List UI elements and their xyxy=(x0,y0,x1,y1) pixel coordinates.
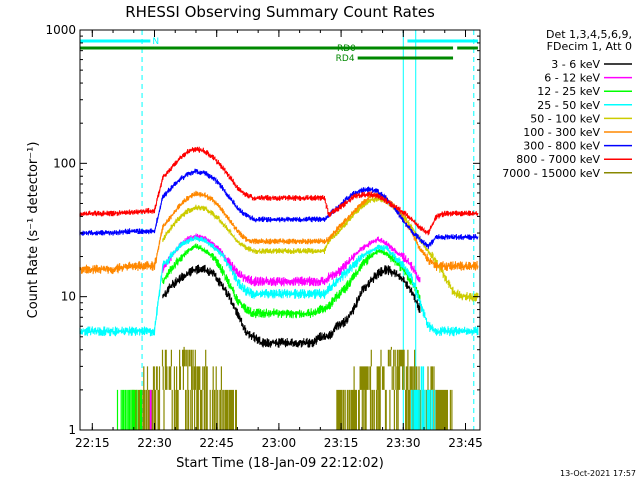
legend-entry: 7000 - 15000 keV xyxy=(502,167,632,180)
flag-bar-RD0: RD0 xyxy=(79,44,478,54)
legend-label: 50 - 100 keV xyxy=(530,112,600,125)
noise-6-12-keV-3 xyxy=(149,389,152,430)
legend-entry: 800 - 7000 keV xyxy=(516,153,632,166)
legend-entry: 6 - 12 keV xyxy=(544,72,632,85)
series-line xyxy=(79,235,479,337)
legend-label: 6 - 12 keV xyxy=(544,72,600,85)
x-axis-label: Start Time (18-Jan-09 22:12:02) xyxy=(176,456,384,471)
legend-header-line: Det 1,3,4,5,6,9, xyxy=(546,28,632,41)
legend-label: 300 - 800 keV xyxy=(523,140,600,153)
x-tick-label: 23:15 xyxy=(324,436,359,450)
legend-label: 12 - 25 keV xyxy=(537,85,600,98)
legend-label: 100 - 300 keV xyxy=(523,126,600,139)
legend-entry: 12 - 25 keV xyxy=(537,85,632,98)
flag-label-N: N xyxy=(152,37,159,47)
axes: 1 10 100 1000 22:15 22:30 22:45 23:00 23:15 23:30… xyxy=(45,23,482,450)
series-25-50-keV xyxy=(79,235,479,337)
series-line xyxy=(162,232,421,287)
series-50-100-keV xyxy=(162,196,479,302)
series-line xyxy=(162,196,479,302)
series-line xyxy=(162,264,421,348)
legend-label: 3 - 6 keV xyxy=(551,58,600,71)
legend-entry: 25 - 50 keV xyxy=(537,99,632,112)
legend-label: 800 - 7000 keV xyxy=(516,153,600,166)
y-tick-label: 10 xyxy=(61,290,76,304)
flag-label-RD0: RD0 xyxy=(337,44,356,54)
series-300-800-keV xyxy=(79,168,479,249)
x-tick-label: 22:30 xyxy=(137,436,172,450)
generation-timestamp: 13-Oct-2021 17:57 xyxy=(560,469,636,478)
y-tick-label: 1 xyxy=(68,423,76,437)
series-line xyxy=(162,243,421,319)
y-tick-label: 1000 xyxy=(45,23,76,37)
legend-header-line: FDecim 1, Att 0 xyxy=(547,40,632,53)
chart-title: RHESSI Observing Summary Count Rates xyxy=(125,3,435,21)
flag-bar-RD4: RD4 xyxy=(336,54,454,64)
x-tick-label: 22:45 xyxy=(199,436,234,450)
x-tick-label: 23:30 xyxy=(386,436,421,450)
legend-entry: 3 - 6 keV xyxy=(551,58,632,71)
flag-label-RD4: RD4 xyxy=(336,54,355,64)
x-tick-label: 22:15 xyxy=(75,436,110,450)
y-axis-label: Count Rate (s⁻¹ detector⁻¹) xyxy=(26,142,41,319)
legend-entry: 50 - 100 keV xyxy=(530,112,632,125)
plot-frame xyxy=(79,29,481,431)
series-12-25-keV xyxy=(162,243,421,319)
legend-label: 25 - 50 keV xyxy=(537,99,600,112)
legend: Det 1,3,4,5,6,9,FDecim 1, Att 0 3 - 6 keV… xyxy=(502,28,632,180)
y-tick-label: 100 xyxy=(53,156,76,170)
flag-bar-N: N xyxy=(79,37,478,47)
noise-25-50-keV-4 xyxy=(411,366,436,430)
series-800-7000-keV xyxy=(79,146,479,236)
series-3-6-keV xyxy=(162,264,421,348)
series-line xyxy=(79,146,479,236)
noise-12-25-keV-2 xyxy=(116,389,142,430)
legend-entry: 300 - 800 keV xyxy=(523,140,632,153)
legend-label: 7000 - 15000 keV xyxy=(502,167,600,180)
x-tick-label: 23:45 xyxy=(448,436,483,450)
legend-entry: 100 - 300 keV xyxy=(523,126,632,139)
x-tick-label: 23:00 xyxy=(262,436,297,450)
series-line xyxy=(79,168,479,249)
series-6-12-keV xyxy=(162,232,421,287)
